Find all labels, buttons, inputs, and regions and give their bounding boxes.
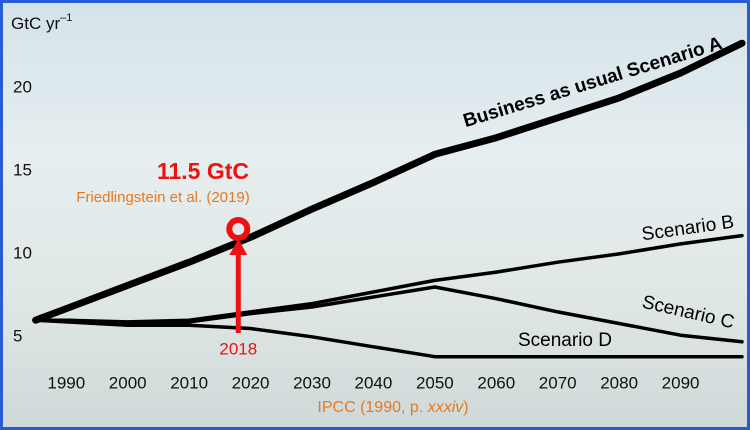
y-tick-label: 5 bbox=[13, 326, 22, 345]
annotation-arrow-head bbox=[229, 238, 248, 255]
series-line bbox=[32, 39, 746, 324]
x-tick-label: 2070 bbox=[539, 373, 577, 392]
x-tick-label: 2080 bbox=[600, 373, 638, 392]
x-tick-label: 2010 bbox=[170, 373, 208, 392]
y-axis-label: GtC yr–1 bbox=[11, 12, 72, 34]
series-line bbox=[33, 318, 744, 359]
y-label-sup: –1 bbox=[60, 12, 72, 24]
source-text: ) bbox=[463, 399, 468, 416]
x-tick-label: 2040 bbox=[355, 373, 393, 392]
annotation-label: 11.5 GtC bbox=[157, 158, 249, 184]
source-text: IPCC (1990, p. bbox=[317, 399, 427, 416]
series-label: Scenario C bbox=[640, 292, 736, 334]
x-tick-label: 2020 bbox=[232, 373, 270, 392]
y-label-text: GtC yr bbox=[11, 14, 60, 33]
annotation-point bbox=[226, 216, 251, 241]
chart: GtC yr–1 IPCC (1990, p. xxxiv) 5 10 15 20 19… bbox=[11, 12, 746, 416]
source-note: IPCC (1990, p. xxxiv) bbox=[317, 399, 468, 416]
series-label: Scenario D bbox=[518, 330, 612, 351]
y-tick-label: 20 bbox=[13, 77, 32, 96]
source-italic: xxxiv bbox=[427, 399, 465, 416]
series-line bbox=[33, 285, 744, 344]
x-tick-label: 1990 bbox=[47, 373, 85, 392]
annotation-source: Friedlingstein et al. (2019) bbox=[76, 189, 249, 206]
x-tick-label: 2000 bbox=[109, 373, 147, 392]
series-label: Scenario B bbox=[640, 212, 735, 246]
annotation-year: 2018 bbox=[219, 339, 257, 358]
x-tick-label: 2050 bbox=[416, 373, 454, 392]
x-tick-label: 2060 bbox=[477, 373, 515, 392]
series-label: Business as usual Scenario A bbox=[461, 33, 725, 132]
y-tick-label: 10 bbox=[13, 243, 32, 262]
y-tick-label: 15 bbox=[13, 160, 32, 179]
x-tick-label: 2030 bbox=[293, 373, 331, 392]
x-tick-label: 2090 bbox=[662, 373, 700, 392]
